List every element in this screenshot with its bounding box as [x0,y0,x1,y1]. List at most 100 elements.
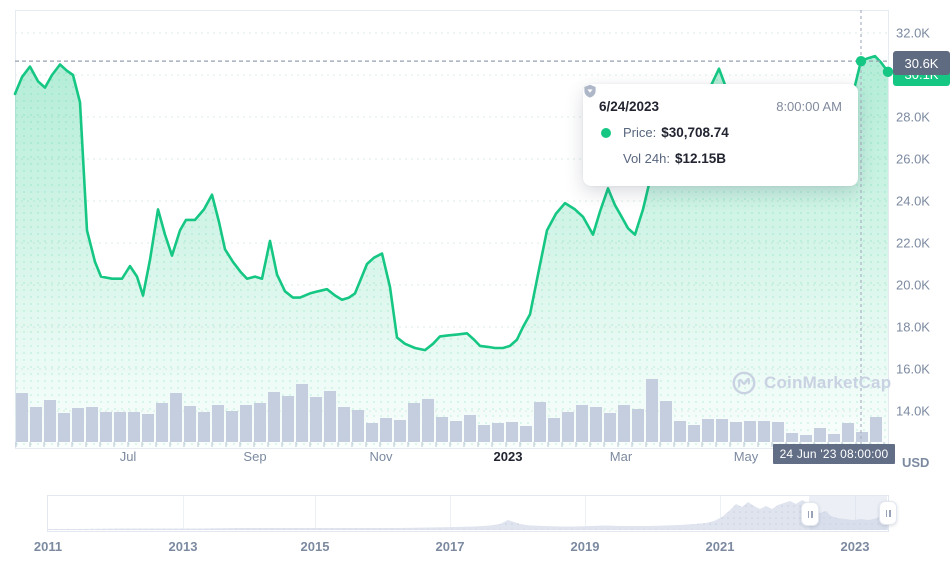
tooltip-volume-label: Vol 24h: [623,151,670,166]
tooltip-date: 6/24/2023 [599,99,660,114]
volume-bar [30,407,42,442]
timeline-left-handle[interactable] [801,502,819,526]
coinmarketcap-watermark: CoinMarketCap [731,370,891,396]
currency-unit-label: USD [902,455,930,470]
volume-bar [184,406,196,442]
x-axis-label: 2023 [493,449,523,464]
price-dot-icon [599,126,613,140]
y-axis-label: 26.0K [896,151,930,167]
volume-bar [758,421,770,442]
volume-bar [44,400,56,442]
x-axis-label: Jul [119,449,137,464]
volume-bar [296,384,308,442]
volume-shield-icon [584,84,613,166]
volume-bar [716,419,728,442]
volume-bar [632,409,644,442]
timeline-year-label: 2017 [435,539,465,554]
volume-bar [338,407,350,442]
volume-bar [58,413,70,442]
volume-bar [576,405,588,442]
volume-bar [198,412,210,442]
volume-bar [772,422,784,442]
coinmarketcap-logo-icon [732,371,756,395]
latest-point-dot [882,66,894,78]
volume-bar [520,426,532,442]
volume-bar [282,396,294,442]
volume-bar [646,379,658,442]
y-axis-label: 24.0K [896,193,930,209]
y-axis-label: 18.0K [896,319,930,335]
timeline-selection-window[interactable] [809,496,887,530]
volume-bar [660,401,672,442]
tooltip-volume-value: $12.15B [675,151,727,166]
volume-bar [674,421,686,442]
timeline-year-label: 2021 [705,539,735,554]
volume-bar [254,403,266,442]
timeline-right-handle[interactable] [879,501,897,525]
volume-bar [548,418,560,442]
y-axis-label: 20.0K [896,277,930,293]
volume-bar [730,422,742,442]
volume-bar [268,392,280,442]
volume-bar [86,407,98,442]
y-axis-label: 14.0K [896,403,930,419]
volume-bar [800,435,812,442]
hover-price-badge: 30.6K [893,51,950,75]
volume-bar [478,425,490,442]
volume-bar [142,414,154,442]
timeline-year-label: 2023 [840,539,870,554]
timeline-year-label: 2019 [570,539,600,554]
volume-bar [688,425,700,442]
y-axis-label: 16.0K [896,361,930,377]
tooltip-time: 8:00:00 AM [776,99,842,114]
volume-bar [114,412,126,442]
watermark-text: CoinMarketCap [764,373,892,392]
volume-bar [170,393,182,442]
y-axis-label: 28.0K [896,109,930,125]
volume-bar [100,412,112,442]
hover-tooltip: 6/24/2023 8:00:00 AM Price: $30,708.74 V… [583,84,858,186]
tooltip-price-label: Price: [623,125,657,140]
volume-bar [226,411,238,442]
volume-bar [492,423,504,442]
x-axis-label: Sep [243,449,267,464]
timeline-year-label: 2013 [168,539,198,554]
volume-bar [324,391,336,442]
hover-point-dot [855,55,867,67]
volume-bar [590,407,602,442]
volume-bar [72,408,84,442]
volume-bar [436,417,448,442]
volume-bar [240,405,252,442]
volume-bar [702,419,714,442]
crosshair-date-badge: 24 Jun '23 08:00:00 [773,444,895,464]
volume-bar [352,410,364,442]
volume-bar [856,432,868,442]
timeline-year-label: 2015 [300,539,330,554]
volume-bar [366,423,378,442]
volume-bar [450,421,462,442]
volume-bar [408,403,420,442]
volume-bar [394,420,406,442]
volume-bar [156,403,168,442]
volume-bar [506,422,518,442]
timeline-year-label: 2011 [33,539,63,554]
tooltip-price-value: $30,708.74 [661,125,729,140]
volume-bar [562,412,574,442]
volume-bar [128,412,140,442]
volume-bar [842,423,854,442]
volume-bar [828,434,840,442]
volume-bar [870,417,882,442]
volume-bar [814,428,826,442]
x-axis-label: Mar [609,449,633,464]
x-axis-label: Nov [369,449,393,464]
volume-bar [380,418,392,442]
volume-bar [744,421,756,442]
volume-bar [16,393,28,442]
volume-bar [786,433,798,442]
volume-bar [310,397,322,442]
volume-bar [464,415,476,442]
x-axis-label: May [733,449,759,464]
y-axis-label: 32.0K [896,25,930,41]
volume-bar [604,413,616,442]
